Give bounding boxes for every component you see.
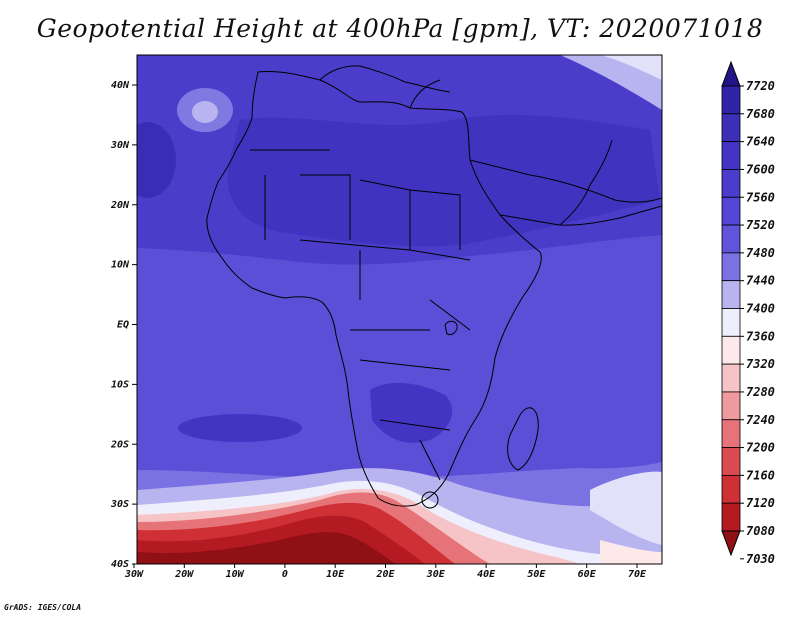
map-frame bbox=[136, 54, 663, 565]
colorbar: 7720 7680 7640 7600 7560 7520 7480 7440 7400 7360… bbox=[721, 60, 775, 566]
longitude-label: 40E bbox=[477, 569, 496, 580]
colorbar-swatch bbox=[721, 474, 741, 504]
longitude-label: 10W bbox=[226, 569, 245, 580]
latitude-label: 40N bbox=[111, 80, 130, 91]
colorbar-swatch bbox=[721, 113, 741, 143]
colorbar-level-label: 7030 bbox=[746, 552, 775, 566]
colorbar-top-arrow bbox=[721, 60, 741, 87]
latitude-label: 40S bbox=[111, 559, 129, 570]
map-title: Geopotential Height at 400hPa [gpm], VT:… bbox=[36, 14, 764, 43]
colorbar-level-label: 7400 bbox=[746, 302, 775, 316]
colorbar-level-label: 7120 bbox=[746, 496, 775, 510]
latitude-label: 30N bbox=[110, 140, 130, 151]
colorbar-swatch bbox=[721, 280, 741, 309]
credit-text: GrADS: IGES/COLA bbox=[4, 603, 82, 612]
colorbar-swatch bbox=[721, 252, 741, 282]
colorbar-swatch bbox=[721, 502, 741, 532]
colorbar-swatch bbox=[721, 335, 741, 365]
colorbar-level-label: 7720 bbox=[746, 79, 775, 93]
colorbar-level-label: 7480 bbox=[746, 246, 775, 260]
longitude-label: 50E bbox=[527, 569, 546, 580]
colorbar-swatch bbox=[721, 391, 741, 421]
longitude-label: 70E bbox=[628, 569, 647, 580]
longitude-axis: 30W 20W 10W 0 10E 20E 30E 40E 50E 60E 70E bbox=[124, 564, 647, 580]
colorbar-level-label: 7200 bbox=[746, 441, 775, 455]
latitude-label: 20N bbox=[110, 200, 130, 211]
longitude-label: 20W bbox=[174, 569, 194, 580]
colorbar-swatch bbox=[721, 196, 741, 226]
colorbar-swatch bbox=[721, 363, 741, 393]
colorbar-swatch bbox=[721, 447, 741, 476]
colorbar-level-label: 7560 bbox=[746, 190, 775, 204]
colorbar-swatch bbox=[721, 169, 741, 198]
colorbar-level-label: 7080 bbox=[746, 524, 775, 538]
colorbar-level-label: 7320 bbox=[746, 357, 775, 371]
colorbar-level-label: 7360 bbox=[746, 329, 775, 343]
colorbar-level-label: 7520 bbox=[746, 218, 775, 232]
colorbar-swatch bbox=[721, 308, 741, 337]
colorbar-level-label: 7160 bbox=[746, 468, 775, 482]
latitude-label: EQ bbox=[117, 320, 129, 331]
colorbar-level-label: 7280 bbox=[746, 385, 775, 399]
colorbar-level-label: 7240 bbox=[746, 413, 775, 427]
height-field bbox=[137, 55, 662, 564]
longitude-label: 30W bbox=[124, 569, 144, 580]
longitude-label: 0 bbox=[282, 569, 288, 580]
colorbar-swatch bbox=[721, 85, 741, 115]
colorbar-bottom-arrow bbox=[721, 530, 741, 557]
colorbar-level-label: 7440 bbox=[746, 274, 775, 288]
latitude-axis: 40N 30N 20N 10N EQ 10S 20S 30S 40S bbox=[110, 80, 137, 570]
colorbar-swatch bbox=[721, 419, 741, 448]
latitude-label: 20S bbox=[110, 439, 129, 450]
colorbar-swatch bbox=[721, 224, 741, 254]
longitude-label: 20E bbox=[375, 569, 395, 580]
latitude-label: 10N bbox=[111, 260, 130, 271]
colorbar-level-label: 7600 bbox=[746, 162, 775, 176]
longitude-label: 30E bbox=[426, 569, 446, 580]
colorbar-level-label: 7640 bbox=[746, 135, 775, 149]
longitude-label: 10E bbox=[326, 569, 345, 580]
latitude-label: 10S bbox=[111, 379, 129, 390]
colorbar-swatch bbox=[721, 141, 741, 170]
latitude-label: 30S bbox=[110, 499, 129, 510]
colorbar-level-label: 7680 bbox=[746, 107, 775, 121]
coastlines bbox=[206, 65, 662, 509]
longitude-label: 60E bbox=[578, 569, 597, 580]
